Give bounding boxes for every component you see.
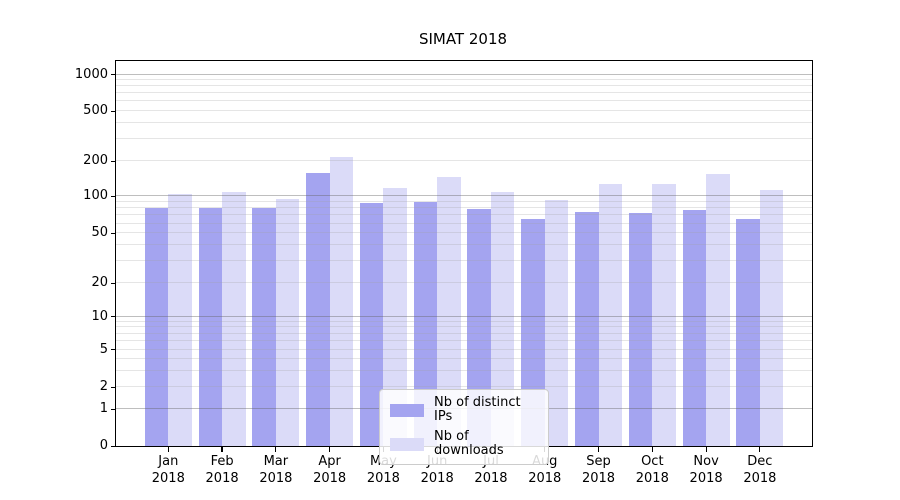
chart-title: SIMAT 2018 [418,30,508,48]
x-tick [705,447,707,452]
bar-downloads [383,188,407,446]
minor-gridline [116,110,812,112]
y-tick [111,408,116,410]
minor-gridline [116,201,812,203]
legend-label: Nb of distinct IPs [434,395,521,424]
bar-downloads [275,199,300,446]
x-tick [221,447,223,452]
y-tick [111,316,116,318]
x-tick-label: Apr 2018 [313,454,347,486]
bar-distinct-ips [144,208,169,446]
x-tick-label: Feb 2018 [205,454,239,486]
minor-gridline [116,79,812,81]
x-tick [651,447,653,452]
bar-distinct-ips [413,201,438,446]
x-tick-label: Jan 2018 [151,454,185,486]
y-tick [111,195,116,198]
y-tick [111,110,116,112]
y-tick-label: 0 [99,438,108,453]
y-tick-label: 2 [99,379,108,395]
bar-downloads [759,190,784,446]
bar-distinct-ips [252,208,276,446]
x-tick [759,447,761,452]
legend-entry: Nb of distinct IPs [390,396,538,424]
bar-downloads [652,183,676,446]
minor-gridline [116,348,812,350]
minor-gridline [116,222,812,224]
y-tick [111,386,116,388]
major-gridline [116,195,812,197]
legend-swatch [390,403,424,417]
x-tick-label: Nov 2018 [689,454,723,486]
x-tick [597,447,600,452]
minor-gridline [116,214,812,216]
minor-gridline [116,207,812,209]
y-tick-label: 50 [91,225,108,241]
minor-gridline [116,369,812,371]
y-tick [111,160,116,162]
bar-downloads [598,183,623,446]
legend-entry: Nb of downloads [390,430,538,458]
minor-gridline [116,282,812,284]
x-tick [275,447,277,452]
minor-gridline [116,340,812,342]
bar-distinct-ips [575,212,599,446]
bar-downloads [544,200,569,446]
minor-gridline [116,85,812,87]
x-tick [167,447,169,452]
plot-area: Nb of distinct IPs Nb of downloads 0 1 2 5 10… [75,60,813,486]
bar-distinct-ips [306,173,330,446]
y-tick-label: 1000 [74,66,108,82]
legend-label: Nb of downloads [434,429,504,458]
minor-gridline [116,137,812,139]
minor-gridline [116,326,812,328]
y-tick-label: 10 [91,308,108,324]
y-tick-label: 1 [99,401,108,416]
bar-downloads [329,156,354,446]
minor-gridline [116,100,812,102]
minor-gridline [116,92,812,94]
x-tick-label: Mar 2018 [259,454,293,486]
bar-downloads [168,194,192,446]
y-tick [111,232,116,234]
bar-distinct-ips [682,210,707,446]
major-gridline [116,73,812,75]
bar-downloads [706,174,730,446]
x-tick-label: Sep 2018 [581,454,616,486]
bar-downloads [437,176,461,446]
x-tick-label: Oct 2018 [635,454,669,486]
y-tick-label: 200 [83,153,108,169]
bar-downloads [490,191,515,446]
x-tick-label: Dec 2018 [743,454,777,486]
bar-distinct-ips [628,213,653,446]
legend-swatch [390,437,424,451]
y-tick-label: 5 [99,341,108,357]
minor-gridline [116,320,812,322]
bar-distinct-ips [736,219,760,446]
y-tick [111,282,116,284]
minor-gridline [116,232,812,234]
minor-gridline [116,244,812,246]
major-gridline [116,315,812,317]
y-tick-label: 500 [83,103,108,118]
bar-distinct-ips [198,208,223,446]
y-tick [111,74,116,76]
bar-downloads [222,191,246,446]
y-tick [111,349,116,351]
legend: Nb of distinct IPs Nb of downloads [379,389,549,465]
minor-gridline [116,357,812,359]
y-tick [111,445,116,447]
minor-gridline [116,332,812,334]
minor-gridline [116,260,812,262]
y-tick-label: 100 [83,188,108,204]
minor-gridline [116,386,812,388]
minor-gridline [116,160,812,162]
x-tick [329,447,331,452]
minor-gridline [116,122,812,124]
bar-distinct-ips [467,209,491,446]
bar-distinct-ips [359,202,384,446]
y-tick-label: 20 [91,275,108,291]
